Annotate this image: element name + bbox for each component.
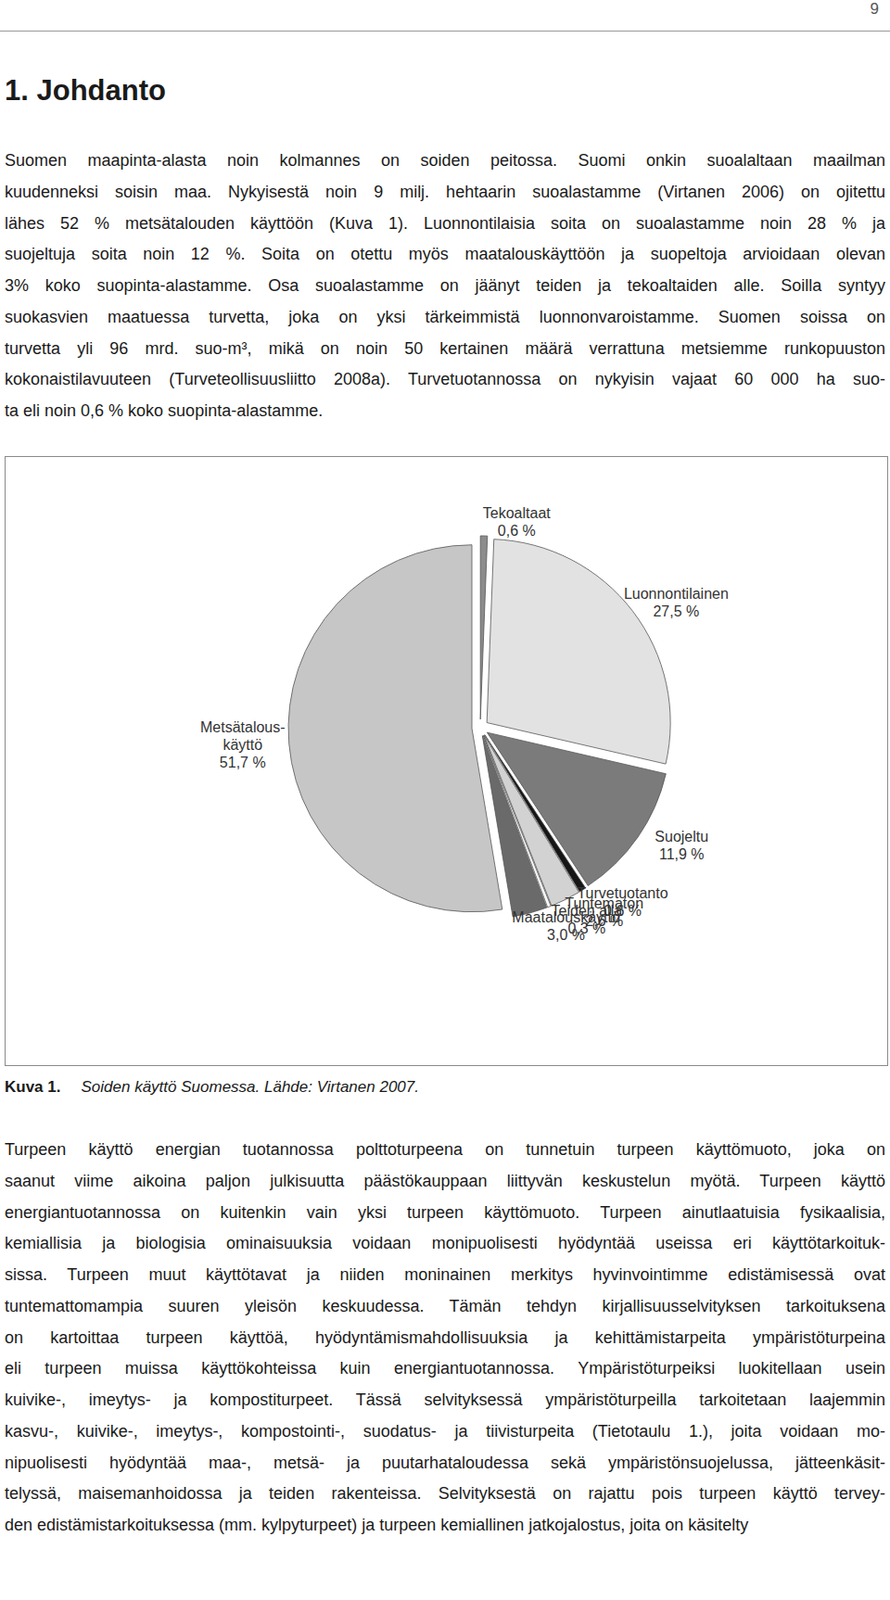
- html-text:Turpeen käyttö energian tuotan: Turpeen käyttö energian tuotannossa polt…: [4, 1140, 886, 1159]
- html-text:eli turpeen muissa käyttökohte: eli turpeen muissa käyttökohteissa kuin …: [4, 1359, 886, 1378]
- html-text:suojeltuja soita noin 12 %. So: suojeltuja soita noin 12 %. Soita on ote…: [4, 245, 886, 264]
- html-text:Kuva 1.: Kuva 1.: [4, 1078, 61, 1096]
- html-text:Soiden käyttö Suomessa. Lähde:: Soiden käyttö Suomessa. Lähde: Virtanen …: [81, 1078, 420, 1096]
- html-text:sissa. Turpeen muut käyttötava: sissa. Turpeen muut käyttötavat ja niide…: [4, 1265, 886, 1285]
- html-text:nipuolisesti hyödyntää maa-, m: nipuolisesti hyödyntää maa-, metsä- ja p…: [4, 1453, 886, 1472]
- svg-text:51,7 %: 51,7 %: [219, 754, 267, 771]
- svg-text:0,6 %: 0,6 %: [497, 522, 536, 539]
- html-text:3% koko suopinta-alastamme. Os: 3% koko suopinta-alastamme. Osa suoalast…: [4, 276, 886, 295]
- html-text:lähes 52 % metsätalouden käytt: lähes 52 % metsätalouden käyttöön (Kuva …: [4, 213, 886, 233]
- html-text:ta eli noin 0,6 % koko suopint: ta eli noin 0,6 % koko suopinta-alastamm…: [4, 401, 323, 420]
- html-text:turvetta yli 96 mrd. suo-m³, m: turvetta yli 96 mrd. suo-m³, mikä on noi…: [4, 338, 886, 358]
- svg-text:Suojeltu: Suojeltu: [654, 828, 709, 845]
- html-text:telyssä, maisemanhoidossa ja t: telyssä, maisemanhoidossa ja teiden rake…: [4, 1484, 886, 1504]
- html-text:kokonaistilavuuteen (Turveteol: kokonaistilavuuteen (Turveteollisuusliit…: [4, 370, 886, 389]
- html-text:Suomen maapinta-alasta noin ko: Suomen maapinta-alasta noin kolmannes on…: [4, 151, 886, 170]
- html-text:1. Johdanto: 1. Johdanto: [4, 74, 166, 107]
- html-text:den edistämistarkoituksessa (m: den edistämistarkoituksessa (mm. kylpytu…: [4, 1515, 749, 1535]
- svg-text:Tekoaltaat: Tekoaltaat: [483, 505, 551, 522]
- svg-text:Turvetuotanto: Turvetuotanto: [577, 885, 669, 901]
- svg-text:27,5 %: 27,5 %: [652, 603, 700, 620]
- svg-text:käyttö: käyttö: [222, 737, 263, 753]
- html-text:kuivike-, imeytys- ja komposti: kuivike-, imeytys- ja kompostiturpeet. T…: [4, 1390, 886, 1410]
- svg-text:11,9 %: 11,9 %: [659, 846, 705, 863]
- svg-text:Metsätalous-: Metsätalous-: [200, 719, 286, 736]
- html-text:suokasvien maatuessa turvetta,: suokasvien maatuessa turvetta, joka on y…: [4, 307, 886, 327]
- svg-text:Luonnontilainen: Luonnontilainen: [623, 585, 729, 602]
- html-text:9: 9: [870, 0, 879, 18]
- html-text:kemiallisia ja biologisia omin: kemiallisia ja biologisia ominaisuuksia …: [4, 1234, 886, 1253]
- html-text:on kartoittaa turpeen käyttöä,: on kartoittaa turpeen käyttöä, hyödyntäm…: [4, 1328, 886, 1347]
- html-text:saanut viime aikoina paljon ju: saanut viime aikoina paljon julkisuutta …: [4, 1171, 886, 1191]
- svg-text:Maatalouskäyttö: Maatalouskäyttö: [511, 909, 621, 926]
- html-text:kasvu-, kuivike-, imeytys-, ko: kasvu-, kuivike-, imeytys-, kompostointi…: [4, 1421, 886, 1441]
- svg-text:3,0 %: 3,0 %: [546, 927, 585, 943]
- html-text:kuudenneksi soisin maa. Nykyis: kuudenneksi soisin maa. Nykyisestä noin …: [4, 182, 886, 201]
- html-text:tuntemattomampia suuren yleisö: tuntemattomampia suuren yleisön keskuude…: [4, 1296, 886, 1316]
- html-text:energiantuotannossa on kuitenk: energiantuotannossa on kuitenkin vain yk…: [4, 1202, 886, 1222]
